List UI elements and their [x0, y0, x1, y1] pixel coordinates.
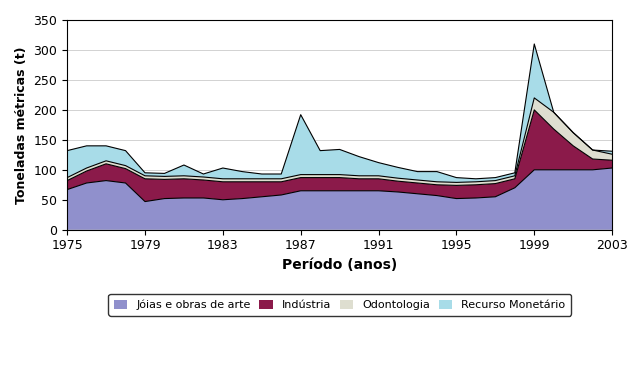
X-axis label: Período (anos): Período (anos) — [282, 258, 397, 272]
Legend: Jóias e obras de arte, Indústria, Odontologia, Recurso Monetário: Jóias e obras de arte, Indústria, Odonto… — [109, 294, 571, 316]
Y-axis label: Toneladas métricas (t): Toneladas métricas (t) — [15, 46, 28, 204]
